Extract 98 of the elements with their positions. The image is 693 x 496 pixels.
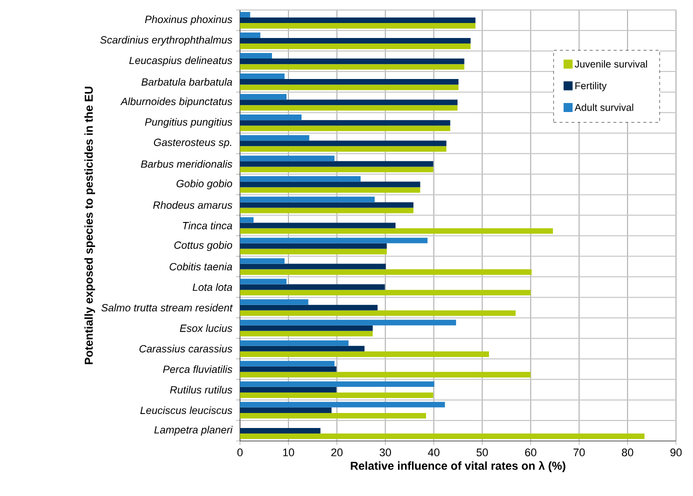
bar	[240, 217, 254, 223]
bar	[240, 372, 531, 378]
x-tick-label: 20	[331, 448, 343, 456]
y-tick-label: Gobio gobio	[176, 180, 232, 190]
y-tick-label: Esox lucius	[180, 324, 232, 332]
bar	[240, 58, 464, 64]
y-tick-label: Leuciscus leuciscus	[140, 406, 232, 414]
bar	[240, 166, 434, 172]
bar	[240, 135, 310, 141]
bar	[240, 126, 450, 132]
bar	[240, 290, 531, 296]
bar	[240, 360, 334, 366]
x-axis-title: Relative influence of vital rates on λ (%)	[350, 461, 566, 472]
bar	[240, 32, 260, 38]
bar	[240, 79, 458, 85]
bar	[240, 351, 490, 357]
bar	[240, 330, 373, 336]
bar	[240, 64, 464, 70]
bar	[240, 434, 645, 440]
bar	[240, 278, 287, 284]
bar	[240, 407, 332, 413]
bar	[240, 120, 450, 126]
y-tick-label: Lota lota	[192, 283, 232, 291]
bar	[240, 208, 414, 214]
bar	[240, 182, 420, 188]
bar	[240, 23, 476, 29]
bar	[240, 187, 420, 193]
bar	[240, 320, 456, 326]
y-tick-label: Tinca tinca	[182, 222, 232, 230]
bar	[240, 156, 334, 162]
bar	[240, 228, 553, 234]
y-tick-label: Perca fluviatilis	[163, 365, 232, 374]
y-tick-label: Barbatula barbatula	[142, 78, 232, 86]
bar	[240, 248, 387, 254]
x-tick-label: 30	[380, 448, 391, 456]
y-tick-label: Salmo trutta stream resident	[101, 304, 233, 312]
bar	[240, 44, 471, 50]
y-tick-label: Cobitis taenia	[170, 262, 232, 270]
x-tick-label: 40	[428, 448, 440, 456]
y-tick-label: Alburnoides bipunctatus	[120, 97, 232, 108]
y-tick-label: Cottus gobio	[174, 241, 232, 251]
bar	[240, 269, 532, 275]
y-axis-title: Potentially exposed species to pesticides in the EU	[84, 86, 96, 364]
x-tick-label: 70	[574, 448, 585, 456]
bar	[240, 74, 285, 80]
x-tick-label: 80	[622, 448, 634, 456]
bar	[240, 84, 458, 90]
legend-label: Fertility	[575, 82, 607, 92]
bar	[240, 299, 308, 305]
y-tick-label: Lampetra planeri	[154, 426, 233, 436]
y-tick-label: Leucaspius delineatus	[129, 56, 232, 66]
x-tick-label: 90	[670, 448, 682, 456]
bar	[240, 238, 428, 244]
bar	[240, 325, 373, 331]
bar	[240, 340, 349, 346]
legend-label: Adult survival	[574, 104, 634, 111]
y-tick-label: Rhodeus amarus	[153, 201, 232, 209]
bar	[240, 38, 471, 44]
x-tick-label: 0	[237, 448, 243, 456]
bar	[240, 114, 302, 120]
bar	[240, 243, 387, 249]
bar	[240, 428, 320, 434]
y-tick-label: Phoxinus phoxinus	[145, 15, 232, 26]
bar	[240, 100, 458, 106]
bar	[240, 304, 378, 310]
bar	[240, 402, 445, 408]
legend-label: Juvenile survival	[574, 60, 647, 68]
bar	[240, 346, 365, 352]
y-tick-label: Rutilus rutilus	[170, 386, 232, 394]
x-tick-label: 60	[525, 448, 536, 456]
bar	[240, 161, 434, 167]
bar	[240, 386, 336, 392]
bar	[240, 12, 250, 18]
bar	[240, 202, 414, 208]
bar	[240, 284, 385, 290]
x-tick-label: 10	[283, 448, 294, 456]
bar	[240, 366, 336, 372]
bar	[240, 258, 285, 264]
bar	[240, 412, 426, 419]
bar	[240, 264, 386, 270]
x-tick-label: 50	[476, 448, 488, 456]
bar	[240, 176, 361, 182]
bar	[240, 105, 458, 111]
y-tick-label: Carassius carassius	[139, 344, 232, 352]
bar	[240, 392, 434, 398]
y-tick-label: Scardinius erythrophthalmus	[100, 36, 232, 46]
bar	[240, 196, 375, 202]
bar	[240, 222, 396, 228]
bar	[240, 381, 434, 387]
bar	[240, 17, 476, 24]
bar	[240, 140, 446, 146]
bar	[240, 94, 287, 100]
bar	[240, 310, 516, 316]
bar	[240, 52, 272, 59]
y-tick-label: Gasterosteus sp.	[154, 138, 232, 148]
y-tick-label: Pungitius pungitius	[145, 118, 232, 128]
bar	[240, 146, 446, 152]
y-tick-label: Barbus meridionalis	[140, 160, 232, 168]
